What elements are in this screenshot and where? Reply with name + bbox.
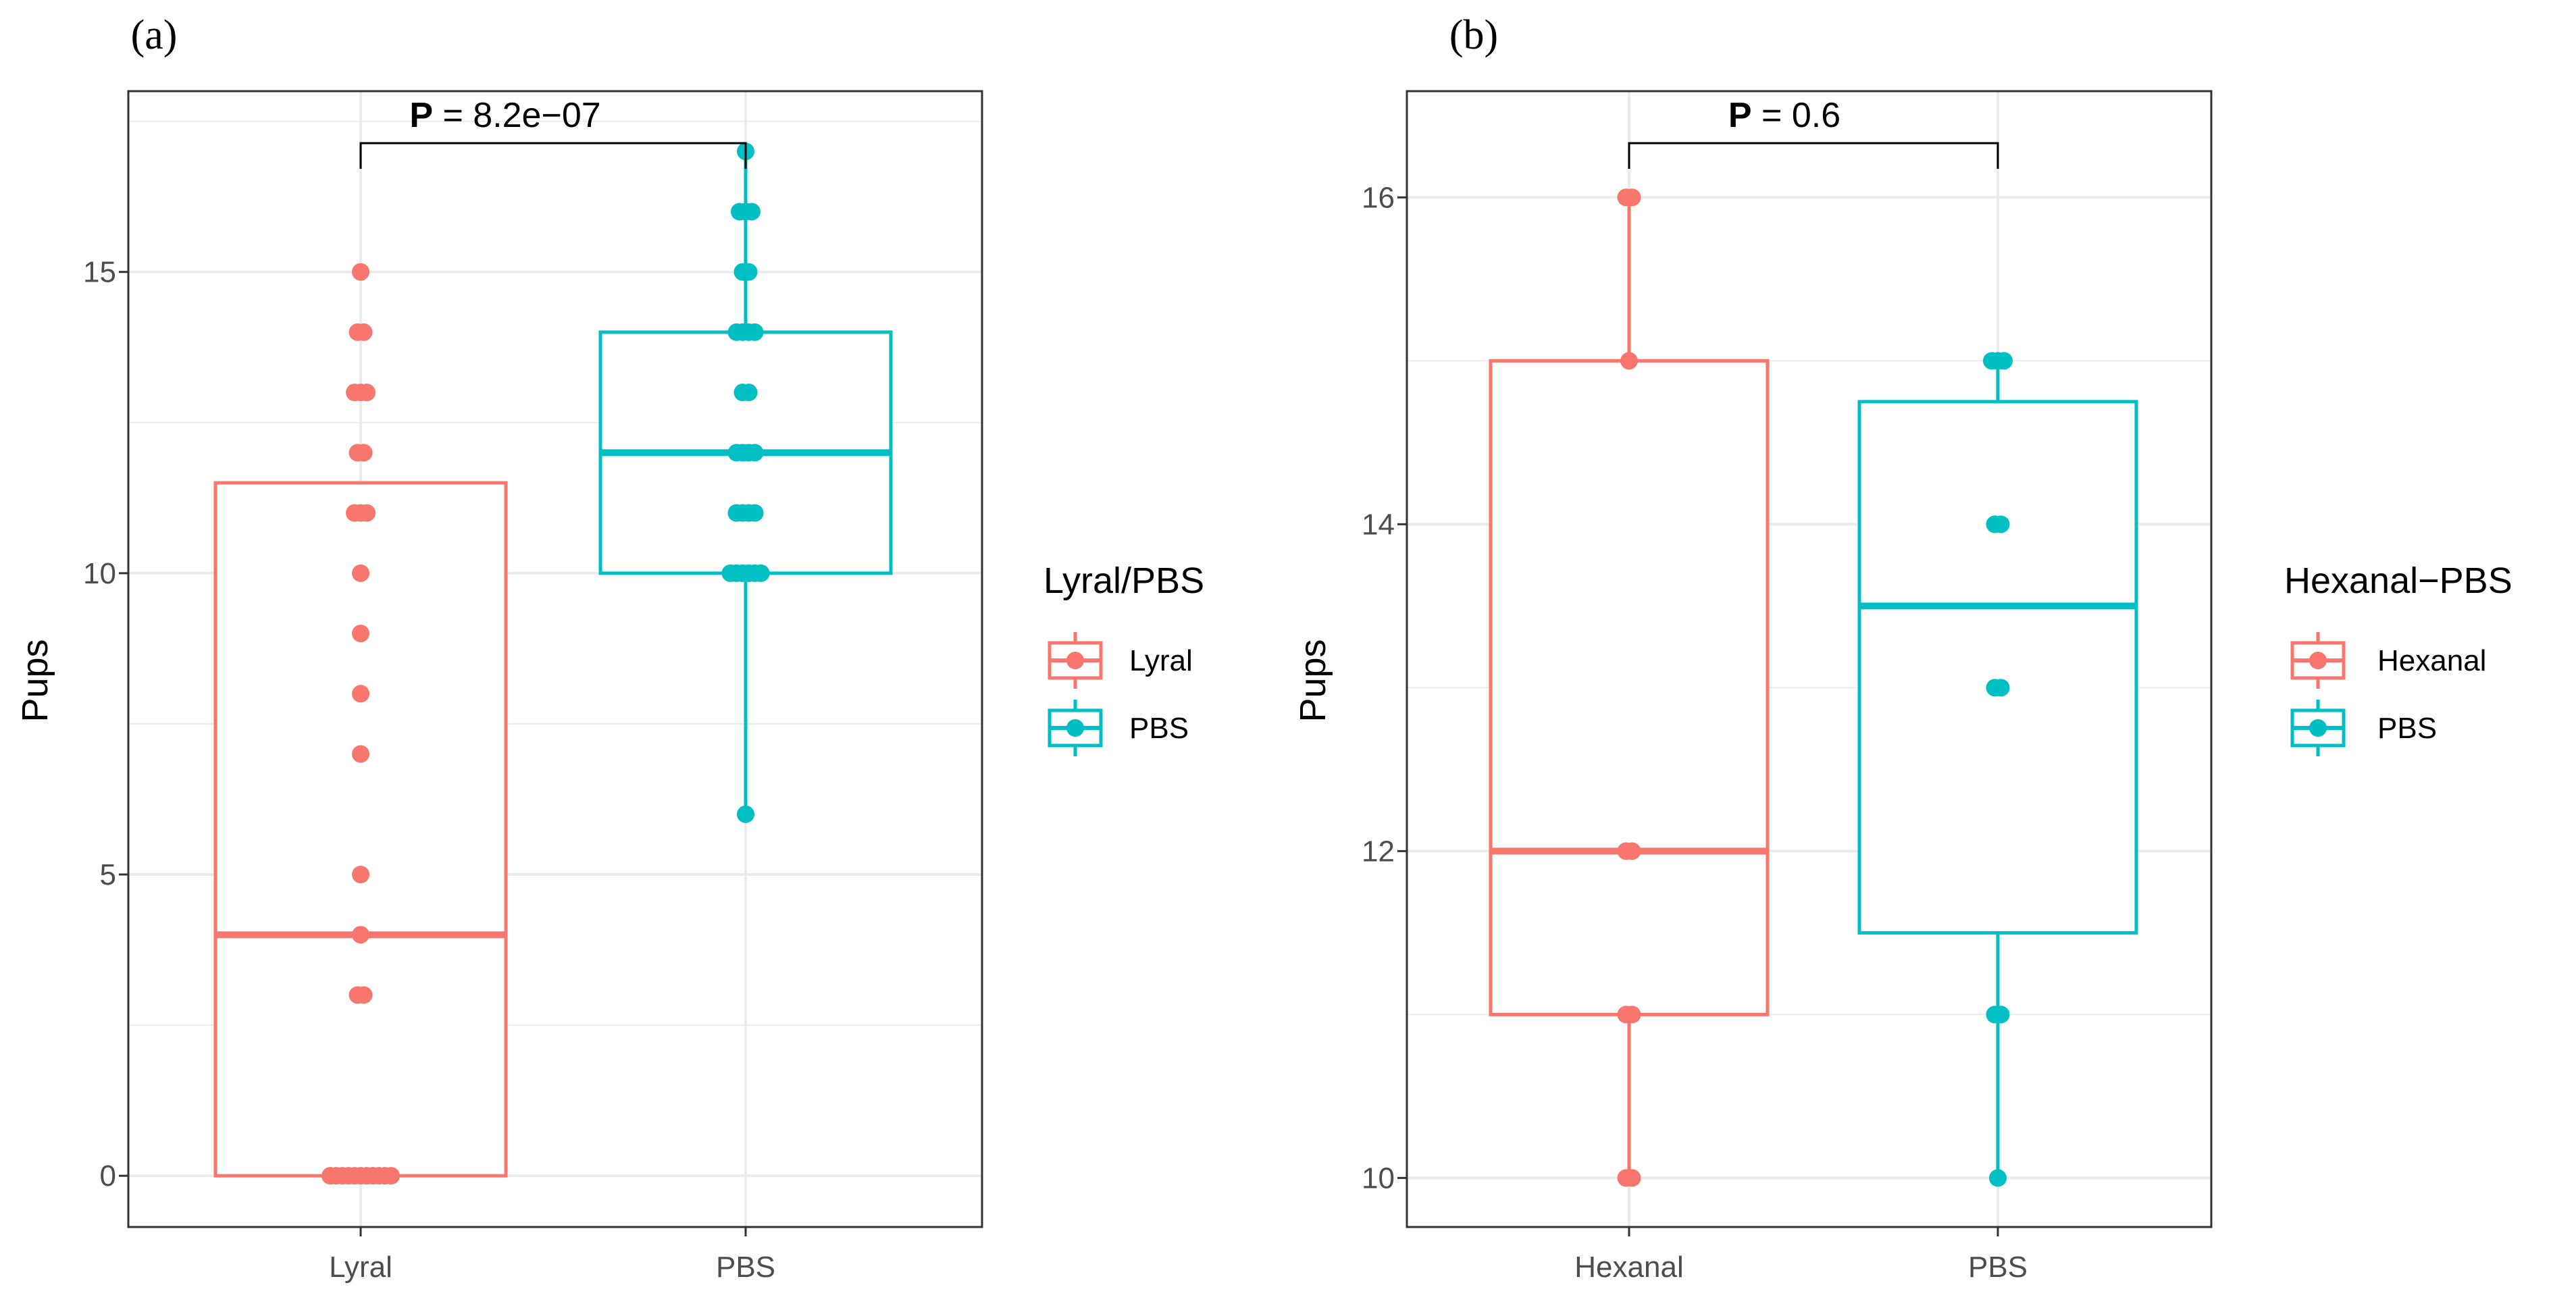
panel-a-pbs-data-point [746,323,764,341]
panel-a-pbs-data-point [746,504,764,522]
panel-a-lyral-data-point [352,564,369,582]
panel-a-panel-border [127,90,983,1228]
panel-b-pbs-data-point [1992,1005,2010,1024]
panel-b-y-tick-label: 10 [1362,1161,1395,1195]
panel-b-pvalue: P = 0.6 [1728,96,1840,135]
panel-a: 0 5 10 15 (a) Pups Lyral/PBS Lyral PBS P = … [15,12,1204,1284]
panel-b-hexanal-data-point [1623,1005,1641,1024]
panel-b-pbs-data-point [1992,515,2010,533]
panel-a-legend-key-point [1066,719,1084,737]
panel-b-panel-border [1406,90,2213,1228]
panel-a-lyral-data-point [352,625,369,643]
panel-b-legend-label-2: PBS [2377,712,2437,745]
panel-b-legend-key-point [2309,719,2327,737]
panel-a-lyral-data-point [358,384,376,402]
panel-b-y-tick-label: 12 [1362,835,1395,868]
panel-b-pvalue-text: = 0.6 [1752,96,1841,135]
panel-a-pvalue-text: = 8.2e−07 [433,96,601,135]
panel-a-pbs-data-point [740,384,758,402]
panel-b-legend-key-2 [2290,700,2346,756]
panel-a-significance-bracket [359,142,747,169]
panel-a-lyral-data-point [352,926,369,944]
panel-a-y-axis-title: Pups [15,639,55,722]
panel-b-legend-label-1: Hexanal [2377,644,2486,677]
panel-b-legend-title: Hexanal−PBS [2284,560,2513,601]
panel-a-pvalue: P = 8.2e−07 [409,96,600,135]
panel-b-hexanal-box [1489,359,1770,1016]
panel-a-lyral-data-point [352,745,369,763]
panel-a-lyral-data-point [355,444,373,462]
panel-a-x-tick-label-1: Lyral [329,1251,392,1284]
panel-a-lyral-data-point [382,1167,400,1185]
panel-b-x-tick-label-1: Hexanal [1574,1251,1683,1284]
panel-b-hexanal-data-point [1623,1169,1641,1187]
panel-b-significance-bracket [1628,142,1999,169]
panel-b: 10 12 14 16 (b) Pups Hexanal−PBS Hexanal PB… [1293,12,2513,1284]
panel-b-x-tick-label-2: PBS [1968,1251,2028,1284]
panel-a-y-tick-label: 15 [83,256,116,289]
panel-b-legend-key-point [2309,652,2327,669]
panel-a-pbs-data-point [752,564,770,582]
panel-a-y-tick-label: 5 [100,858,116,891]
panel-b-pbs-data-point [1989,1169,2007,1187]
panel-a-pbs-data-point [743,203,761,221]
panel-b-y-tick-label: 16 [1362,181,1395,214]
panel-b-hexanal-data-point [1623,842,1641,860]
panel-b-y-axis-title: Pups [1293,639,1333,722]
panel-a-x-tick-label-2: PBS [716,1251,775,1284]
panel-b-plot-area: 10 12 14 16 [1362,90,2213,1236]
panel-a-lyral-data-point [355,323,373,341]
panel-a-lyral-data-point [352,866,369,883]
panel-b-label: (b) [1449,12,1498,58]
panel-a-lyral-box [213,481,508,1178]
panel-b-y-tick-label: 14 [1362,508,1395,541]
panel-b-pbs-data-point [1995,352,2013,370]
panel-a-legend-label-1: Lyral [1129,644,1193,677]
panel-a-y-tick-label: 0 [100,1159,116,1193]
panel-a-legend-key-2 [1048,700,1103,756]
panel-a-label: (a) [131,12,178,58]
panel-a-plot-area: 0 5 10 15 [83,90,983,1236]
panel-b-hexanal-data-point [1623,188,1641,207]
panel-a-lyral-data-point [352,263,369,281]
panel-a-legend-key-point [1066,652,1084,669]
panel-a-pbs-data-point [737,805,754,823]
panel-b-pvalue-prefix: P [1728,96,1752,135]
panel-a-pvalue-prefix: P [409,96,433,135]
panel-b-pbs-box [1857,400,2138,935]
panel-b-legend-key-1 [2290,632,2346,689]
panel-a-pbs-data-point [740,263,758,281]
panel-b-pbs-data-point [1992,679,2010,697]
panel-a-y-tick-label: 10 [83,557,116,590]
panel-a-pbs-data-point [746,444,764,462]
panel-a-legend-title: Lyral/PBS [1044,560,1204,601]
panel-a-lyral-data-point [352,685,369,703]
panel-a-legend-label-2: PBS [1129,712,1189,745]
panel-b-hexanal-data-point [1620,352,1638,370]
panel-a-legend-key-1 [1048,632,1103,689]
panel-a-lyral-data-point [355,986,373,1004]
panel-a-lyral-data-point [358,504,376,522]
